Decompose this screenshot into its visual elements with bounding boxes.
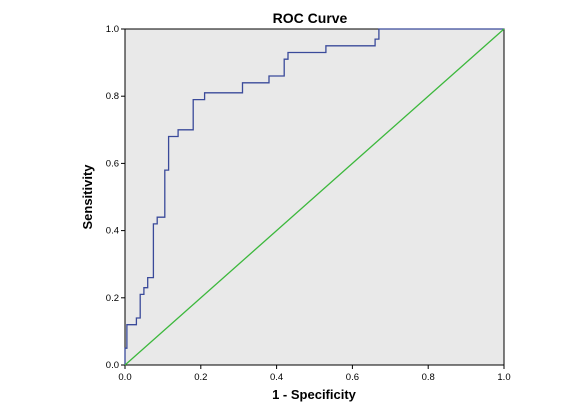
y-tick-label-5: 1.0 — [106, 24, 119, 35]
x-tick-label-4: 0.8 — [422, 372, 435, 383]
y-axis-label: Sensitivity — [80, 164, 95, 230]
x-axis-ticks: 0.0 0.2 0.4 0.6 0.8 1.0 — [118, 365, 511, 383]
y-axis-ticks: 0.0 0.2 0.4 0.6 0.8 1.0 — [106, 24, 125, 371]
y-tick-label-1: 0.2 — [106, 293, 119, 304]
y-tick-label-2: 0.4 — [106, 226, 119, 237]
x-tick-label-1: 0.2 — [194, 372, 207, 383]
series-layer — [124, 28, 505, 366]
x-tick-label-0: 0.0 — [118, 372, 131, 383]
y-tick-label-0: 0.0 — [106, 360, 119, 371]
x-tick-label-2: 0.4 — [270, 372, 283, 383]
roc-curve-line — [124, 28, 504, 365]
x-tick-label-5: 1.0 — [497, 372, 510, 383]
y-tick-label-4: 0.8 — [106, 91, 119, 102]
x-axis-label: 1 - Specificity — [272, 387, 357, 402]
reference-diagonal-line — [124, 28, 505, 366]
chart-title: ROC Curve — [273, 10, 348, 26]
x-tick-label-3: 0.6 — [346, 372, 359, 383]
y-tick-label-3: 0.6 — [106, 158, 119, 169]
